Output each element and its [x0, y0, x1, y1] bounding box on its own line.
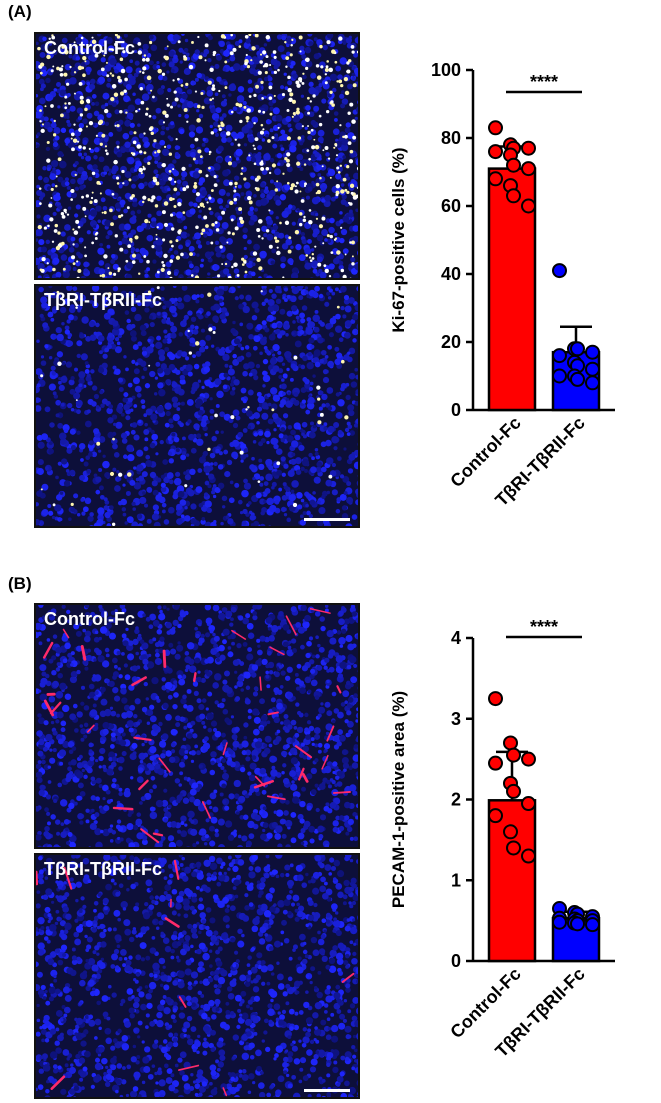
panel-b-label: (B) — [8, 574, 32, 593]
micrograph-b-treated: TβRI-TβRII-Fc — [34, 853, 360, 1099]
data-point — [488, 691, 503, 707]
y-tick-label: 0 — [451, 951, 461, 971]
micrograph-label: Control-Fc — [44, 38, 135, 58]
data-point — [506, 188, 521, 204]
y-tick-label: 1 — [451, 870, 461, 890]
y-tick-label: 80 — [441, 128, 461, 148]
data-point — [506, 840, 521, 856]
y-tick-label: 100 — [431, 60, 461, 80]
data-point — [570, 341, 585, 357]
data-point — [521, 198, 536, 214]
bar — [487, 799, 537, 963]
data-point — [488, 755, 503, 771]
data-point — [552, 914, 567, 930]
significance-label: **** — [530, 72, 558, 92]
bar-chart-ki67: Ki-67-positive cells (%)020406080100Cont… — [389, 60, 615, 510]
micrograph-a-control: Control-Fc — [34, 32, 360, 280]
y-tick-label: 2 — [451, 790, 461, 810]
data-point — [488, 808, 503, 824]
data-point — [552, 368, 567, 384]
micrograph-a-treated: TβRI-TβRII-Fc — [34, 284, 360, 528]
y-tick-label: 3 — [451, 709, 461, 729]
significance-label: **** — [530, 617, 558, 637]
scale-bar — [304, 518, 350, 521]
data-point — [488, 171, 503, 187]
y-axis-label: Ki-67-positive cells (%) — [389, 147, 408, 332]
data-point — [521, 140, 536, 156]
data-point — [521, 161, 536, 177]
cell-texture — [36, 286, 358, 526]
data-point — [503, 824, 518, 840]
cell-texture — [36, 605, 358, 847]
y-tick-label: 0 — [451, 400, 461, 420]
panel-a-label: (A) — [8, 2, 32, 21]
y-tick-label: 40 — [441, 264, 461, 284]
data-point — [521, 848, 536, 864]
data-point — [585, 917, 600, 933]
micrograph-label: TβRI-TβRII-Fc — [44, 290, 162, 310]
cell-texture — [36, 855, 358, 1097]
data-point — [585, 361, 600, 377]
data-point — [506, 157, 521, 173]
scale-bar — [304, 1089, 350, 1092]
data-point — [488, 144, 503, 160]
y-tick-label: 20 — [441, 332, 461, 352]
data-point — [585, 375, 600, 391]
data-point — [552, 263, 567, 279]
data-point — [521, 751, 536, 767]
data-point — [570, 916, 585, 932]
bar-chart-pecam: PECAM-1-positive area (%)01234Control-Fc… — [389, 617, 615, 1061]
micrograph-label: Control-Fc — [44, 609, 135, 629]
cell-texture — [36, 34, 358, 278]
data-point — [506, 747, 521, 763]
data-point — [488, 120, 503, 136]
data-point — [521, 796, 536, 812]
y-tick-label: 60 — [441, 196, 461, 216]
data-point — [585, 344, 600, 360]
data-point — [506, 783, 521, 799]
y-tick-label: 4 — [451, 628, 461, 648]
micrograph-label: TβRI-TβRII-Fc — [44, 859, 162, 879]
data-point — [503, 735, 518, 751]
data-point — [570, 371, 585, 387]
data-point — [552, 348, 567, 364]
micrograph-b-control: Control-Fc — [34, 603, 360, 849]
y-axis-label: PECAM-1-positive area (%) — [389, 691, 408, 908]
